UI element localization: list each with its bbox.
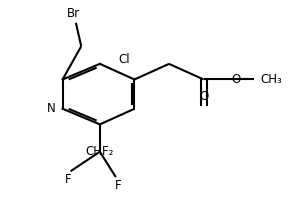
Text: O: O (199, 90, 208, 103)
Text: F: F (115, 179, 122, 192)
Text: Br: Br (67, 7, 80, 20)
Text: O: O (231, 73, 240, 86)
Text: N: N (47, 102, 56, 115)
Text: F: F (65, 173, 71, 186)
Text: Cl: Cl (118, 53, 130, 67)
Text: CH₃: CH₃ (261, 73, 283, 86)
Text: CHF₂: CHF₂ (86, 145, 114, 158)
